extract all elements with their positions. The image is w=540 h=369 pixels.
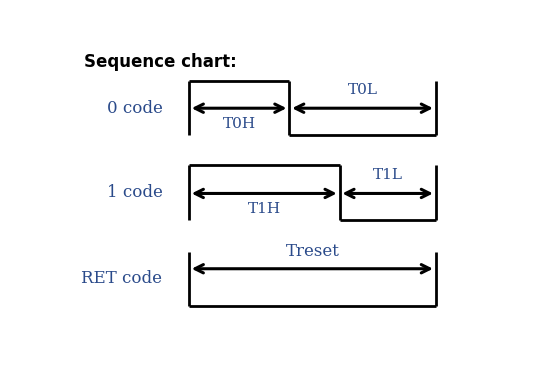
Text: T0H: T0H: [222, 117, 255, 131]
Text: Treset: Treset: [285, 243, 339, 260]
Text: 1 code: 1 code: [106, 184, 163, 201]
Text: T1H: T1H: [248, 202, 281, 216]
Text: Sequence chart:: Sequence chart:: [84, 53, 237, 71]
Text: RET code: RET code: [82, 270, 163, 287]
Text: 0 code: 0 code: [106, 100, 163, 117]
Text: T1L: T1L: [373, 168, 403, 182]
Text: T0L: T0L: [348, 83, 377, 97]
